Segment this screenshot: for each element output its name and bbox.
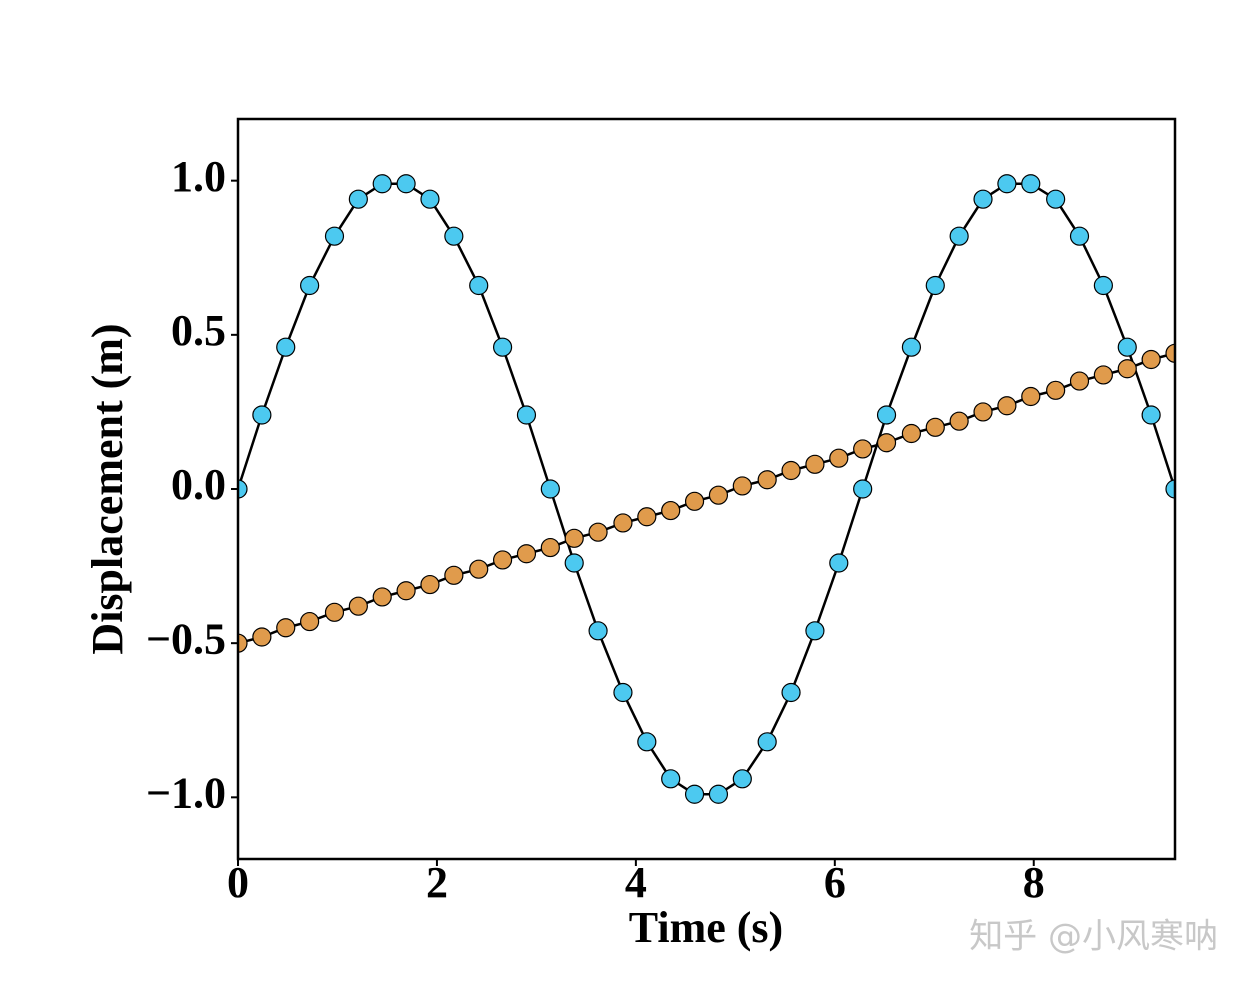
marker xyxy=(732,476,752,496)
marker xyxy=(876,405,897,425)
marker xyxy=(324,226,345,246)
y-tick-label: 0.0 xyxy=(171,460,226,509)
marker xyxy=(684,491,705,511)
marker xyxy=(276,337,296,357)
marker xyxy=(973,189,993,209)
marker xyxy=(492,337,513,357)
marker xyxy=(238,633,248,653)
marker xyxy=(973,402,993,422)
marker xyxy=(1117,359,1137,379)
marker xyxy=(420,574,440,595)
marker xyxy=(997,396,1017,416)
y-axis-label: Displacement (m) xyxy=(83,323,132,654)
marker xyxy=(492,550,513,570)
marker xyxy=(444,565,464,585)
marker xyxy=(949,411,969,431)
y-tick-label: −1.0 xyxy=(146,768,226,817)
series-line xyxy=(238,352,1175,645)
marker xyxy=(396,174,416,194)
marker xyxy=(1021,174,1041,194)
marker xyxy=(540,537,560,558)
marker xyxy=(1046,189,1066,209)
marker xyxy=(661,500,681,521)
marker xyxy=(444,226,464,246)
marker xyxy=(661,769,681,789)
marker xyxy=(540,479,560,499)
marker xyxy=(613,513,633,533)
marker xyxy=(613,682,633,703)
marker xyxy=(564,553,584,573)
marker xyxy=(300,611,320,632)
marker xyxy=(588,621,608,641)
marker xyxy=(684,784,705,804)
marker xyxy=(925,417,945,437)
marker xyxy=(805,621,825,641)
x-tick-label: 8 xyxy=(1023,858,1045,907)
x-tick-label: 6 xyxy=(824,858,846,907)
marker xyxy=(997,174,1017,194)
marker xyxy=(1141,349,1161,370)
marker xyxy=(637,507,657,527)
marker xyxy=(469,559,489,579)
marker xyxy=(420,189,440,209)
marker xyxy=(348,596,368,616)
watermark: 知乎 @小风寒呐 xyxy=(969,917,1218,957)
marker xyxy=(949,226,969,246)
marker xyxy=(829,553,849,573)
marker xyxy=(829,448,849,468)
marker xyxy=(853,479,873,499)
series-line xyxy=(238,182,1175,796)
marker xyxy=(901,423,922,444)
marker xyxy=(588,522,608,542)
marker xyxy=(1069,226,1090,246)
marker xyxy=(925,275,945,296)
x-axis-label: Time (s) xyxy=(629,903,783,952)
marker xyxy=(1093,275,1113,296)
marker xyxy=(1069,371,1090,391)
marker xyxy=(469,275,489,296)
marker xyxy=(1093,365,1113,385)
marker xyxy=(876,433,897,453)
y-tick-label: 0.5 xyxy=(171,306,226,355)
y-tick-label: −0.5 xyxy=(146,614,226,663)
x-tick-label: 0 xyxy=(227,858,249,907)
marker xyxy=(300,275,320,296)
marker xyxy=(1165,479,1175,499)
marker xyxy=(564,528,584,548)
marker xyxy=(1046,380,1066,400)
marker xyxy=(708,485,729,505)
plot-frame xyxy=(236,117,1177,861)
marker xyxy=(757,470,777,490)
marker xyxy=(732,769,752,789)
marker xyxy=(708,784,729,804)
marker xyxy=(1117,337,1137,357)
marker xyxy=(757,732,777,752)
marker xyxy=(348,189,368,209)
marker xyxy=(516,544,537,564)
y-tick-label: 1.0 xyxy=(171,152,226,201)
marker xyxy=(372,174,392,194)
marker xyxy=(1165,343,1175,363)
marker xyxy=(238,479,248,499)
marker xyxy=(396,581,416,601)
marker xyxy=(1021,386,1041,407)
marker xyxy=(252,627,272,647)
marker xyxy=(637,732,657,752)
marker xyxy=(1141,405,1161,425)
marker xyxy=(516,405,537,425)
marker xyxy=(324,602,345,622)
marker xyxy=(276,618,296,638)
marker xyxy=(901,337,922,357)
x-tick-label: 4 xyxy=(625,858,647,907)
marker xyxy=(252,405,272,425)
marker xyxy=(372,587,392,607)
marker xyxy=(781,460,801,481)
marker xyxy=(805,454,825,474)
marker xyxy=(853,439,873,459)
marker xyxy=(781,682,801,703)
x-tick-label: 2 xyxy=(426,858,448,907)
